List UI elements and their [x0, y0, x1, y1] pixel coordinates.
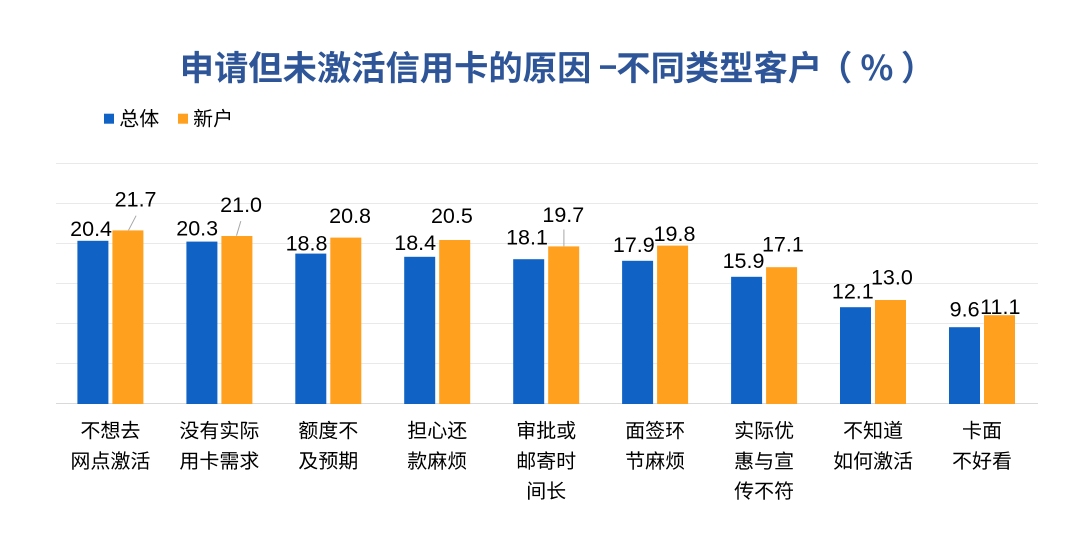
svg-text:11.1: 11.1	[980, 295, 1020, 319]
svg-text:19.8: 19.8	[654, 222, 696, 246]
svg-text:18.1: 18.1	[506, 225, 548, 249]
svg-text:20.3: 20.3	[176, 217, 218, 241]
svg-text:9.6: 9.6	[950, 298, 980, 322]
svg-text:17.1: 17.1	[762, 232, 804, 256]
svg-text:12.1: 12.1	[832, 280, 874, 304]
svg-text:19.7: 19.7	[542, 203, 584, 227]
svg-text:21.7: 21.7	[115, 187, 157, 211]
svg-text:20.5: 20.5	[431, 204, 473, 228]
svg-text:21.0: 21.0	[220, 193, 262, 217]
svg-text:20.4: 20.4	[70, 217, 112, 241]
svg-text:18.8: 18.8	[286, 232, 328, 256]
svg-text:20.8: 20.8	[329, 204, 371, 228]
svg-text:15.9: 15.9	[723, 249, 765, 273]
svg-text:17.9: 17.9	[613, 233, 655, 257]
svg-text:18.4: 18.4	[394, 231, 436, 255]
svg-text:13.0: 13.0	[871, 265, 913, 289]
